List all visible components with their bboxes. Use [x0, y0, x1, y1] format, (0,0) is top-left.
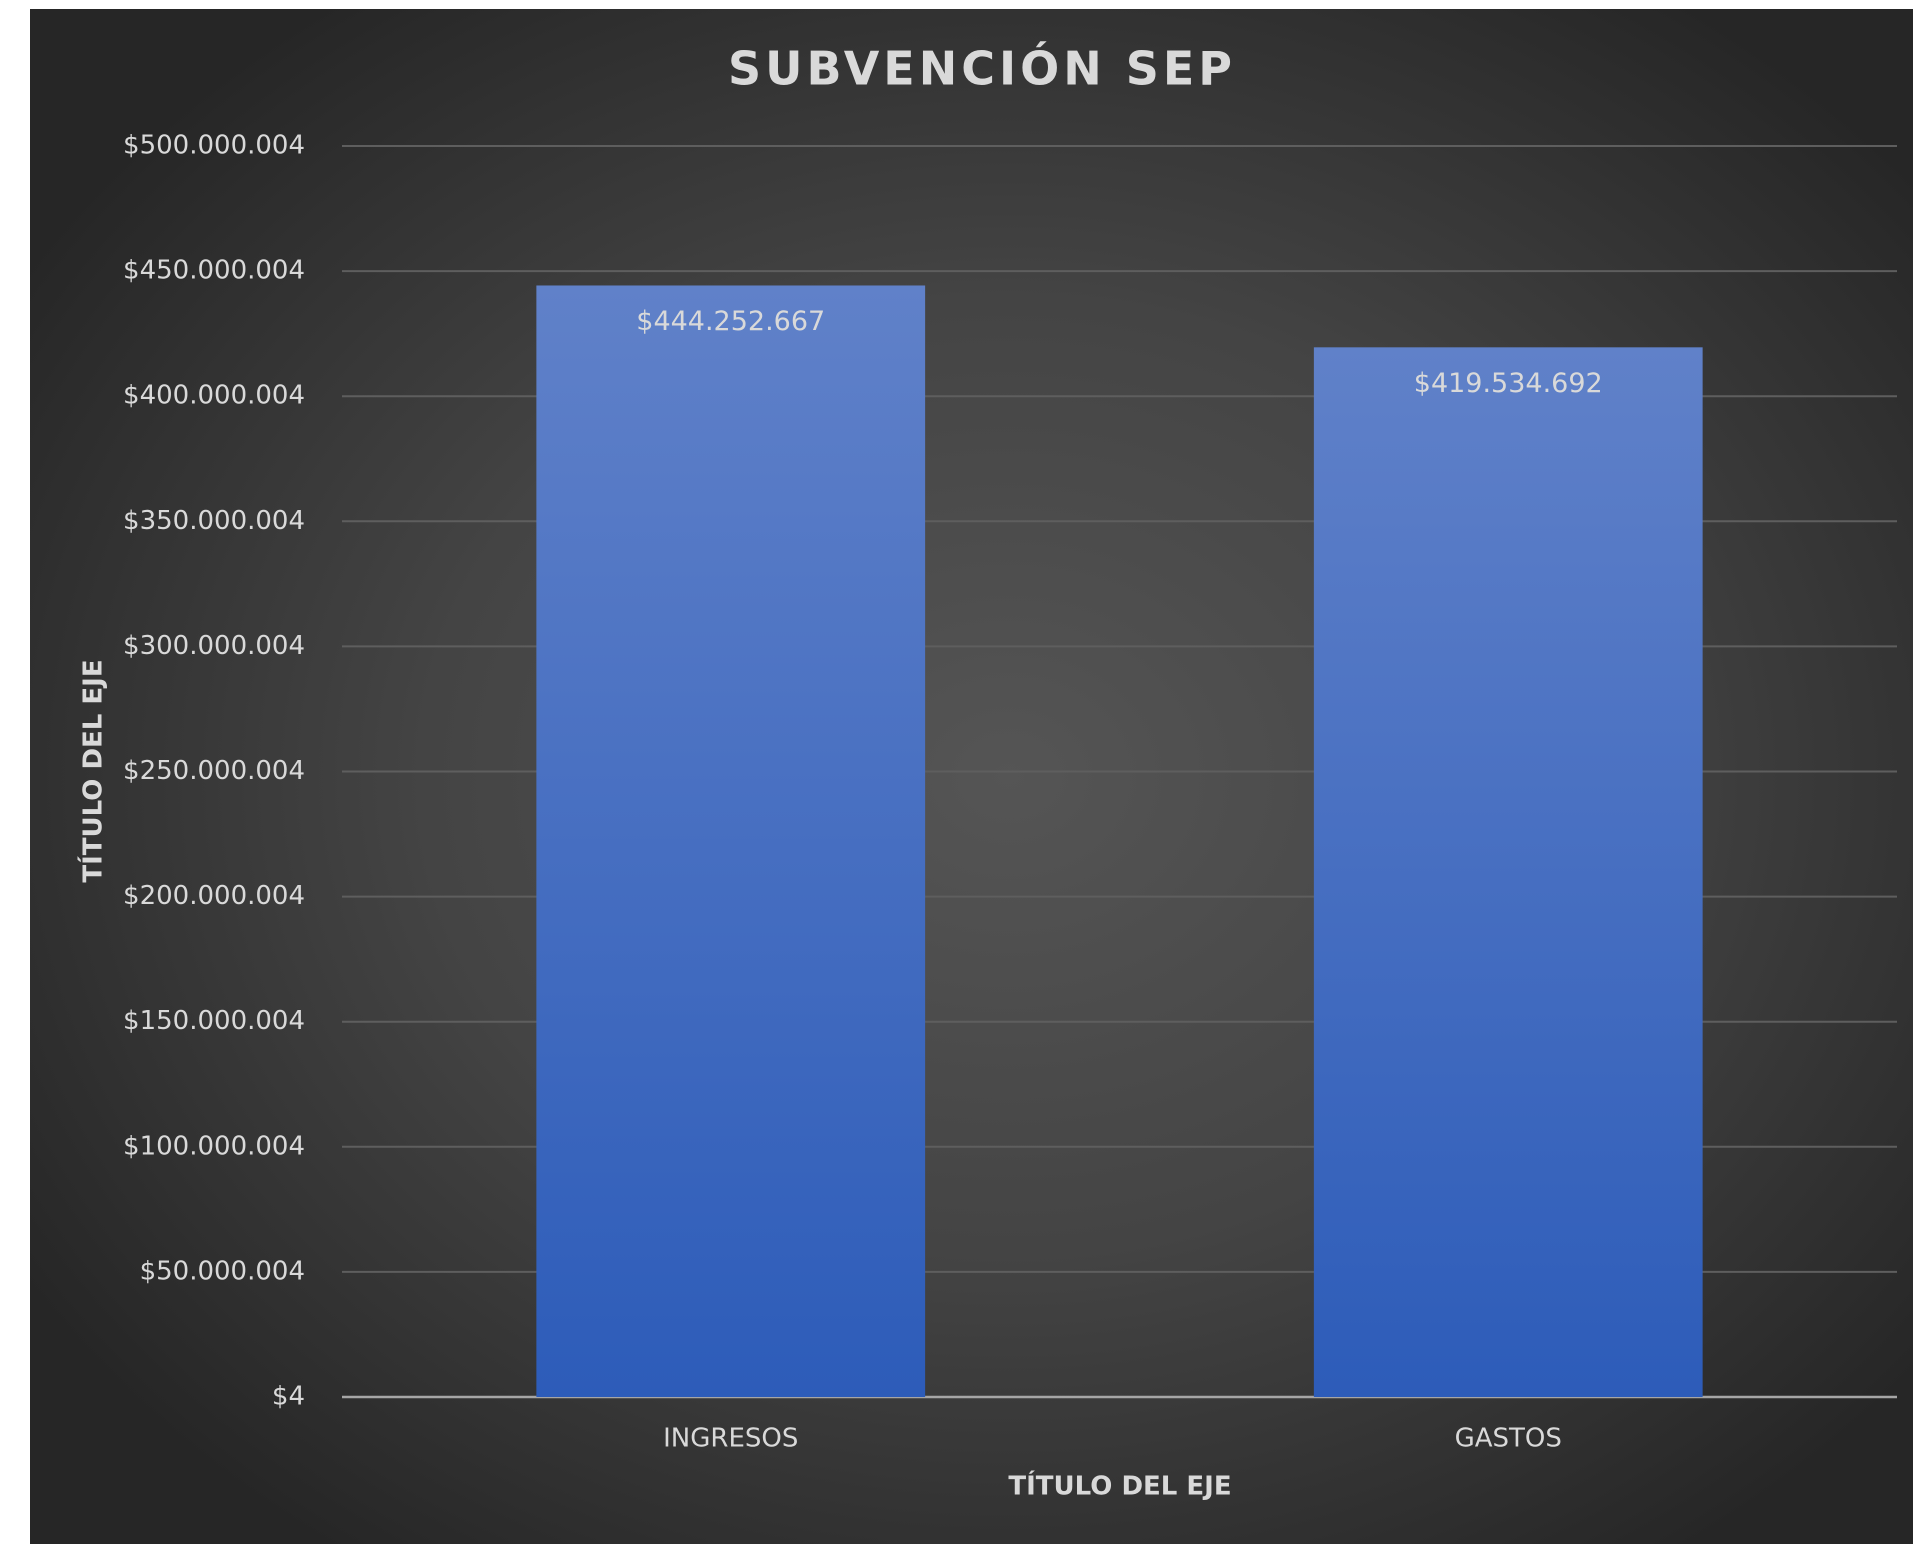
y-tick-label: $4 [272, 1382, 305, 1412]
y-tick-label: $150.000.004 [123, 1006, 305, 1036]
y-tick-label: $250.000.004 [123, 756, 305, 786]
chart-title: SUBVENCIÓN SEP [728, 42, 1236, 96]
x-tick-label: INGRESOS [663, 1424, 798, 1454]
x-axis-title: TÍTULO DEL EJE [1008, 1470, 1231, 1502]
y-tick-label: $300.000.004 [123, 631, 305, 661]
y-tick-label: $400.000.004 [123, 381, 305, 411]
data-label: $419.534.692 [1414, 368, 1603, 399]
y-tick-label: $200.000.004 [123, 881, 305, 911]
y-tick-label: $100.000.004 [123, 1131, 305, 1161]
bar [536, 285, 926, 1397]
y-tick-label: $500.000.004 [123, 131, 305, 161]
y-axis-title: TÍTULO DEL EJE [77, 659, 109, 882]
y-tick-label: $350.000.004 [123, 506, 305, 536]
data-label: $444.252.667 [636, 306, 825, 337]
y-tick-label: $50.000.004 [140, 1256, 305, 1286]
bar [1313, 347, 1703, 1397]
x-tick-label: GASTOS [1455, 1424, 1562, 1454]
y-tick-label: $450.000.004 [123, 256, 305, 286]
